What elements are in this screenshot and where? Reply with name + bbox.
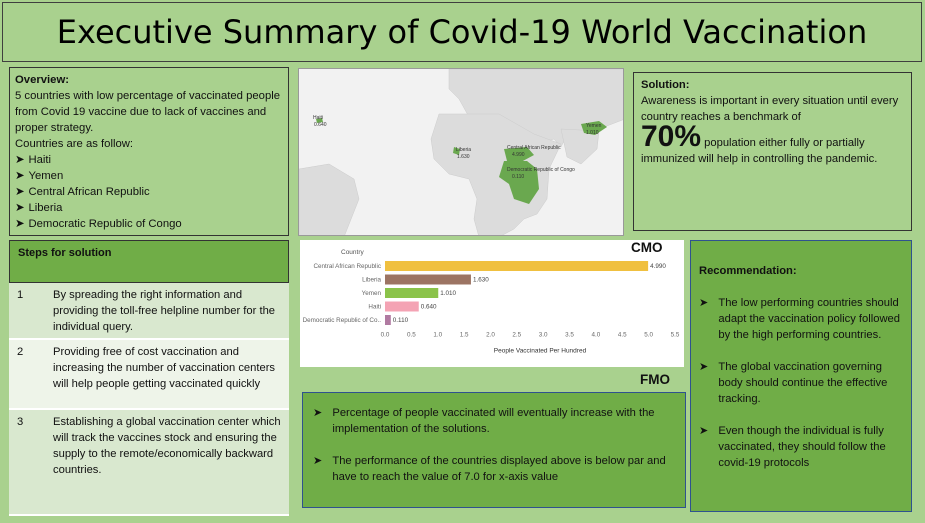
table-row: 1 By spreading the right information and… <box>9 283 289 340</box>
solution-text-3: immunized will help in controlling the p… <box>641 153 878 165</box>
title-banner: Executive Summary of Covid-19 World Vacc… <box>2 2 922 62</box>
table-row: 3 Establishing a global vaccination cent… <box>9 410 289 516</box>
arrow-bullet-icon: ➤ <box>15 186 25 198</box>
list-item: ➤ Yemen <box>15 170 64 182</box>
data-label: 0.640 <box>421 304 437 311</box>
data-label: 1.630 <box>473 277 489 284</box>
tick-label: 5.0 <box>644 332 653 339</box>
chart-svg: Country Central African Republic 4.990 Libe… <box>303 249 680 355</box>
map-value: 1.630 <box>457 154 470 160</box>
fmo-panel: ➤ Percentage of people vaccinated will ev… <box>302 392 686 508</box>
tick-label: 2.0 <box>486 332 495 339</box>
map-svg: Haiti 0.640 Liberia 1.630 Central Africa… <box>299 69 623 235</box>
tick-label: 3.0 <box>539 332 548 339</box>
recommendation-heading: Recommendation: <box>699 265 797 277</box>
arrow-bullet-icon: ➤ <box>313 407 323 419</box>
tick-label: 2.5 <box>512 332 521 339</box>
list-item: ➤ Percentage of people vaccinated will ev… <box>313 407 655 435</box>
bar-chart: Country Central African Republic 4.990 Libe… <box>300 240 684 367</box>
map-label: Haiti <box>313 115 323 121</box>
map-value: 4.990 <box>512 152 525 158</box>
category-label: Yemen <box>362 290 382 297</box>
map-value: 1.010 <box>586 130 599 136</box>
arrow-bullet-icon: ➤ <box>15 170 25 182</box>
table-row: 2 Providing free of cost vaccination and… <box>9 340 289 410</box>
map-label: Yemen <box>586 123 602 129</box>
map-country-drc[interactable] <box>499 161 539 204</box>
tick-label: 4.5 <box>618 332 627 339</box>
list-item: ➤ Even though the individual is fully vac… <box>699 425 886 469</box>
tick-label: 0.5 <box>407 332 416 339</box>
steps-table: Steps for solution 1 By spreading the ri… <box>9 240 289 516</box>
solution-text: Awareness is important in every situatio… <box>641 95 899 123</box>
list-item: ➤ Democratic Republic of Congo <box>15 218 182 230</box>
arrow-bullet-icon: ➤ <box>699 361 709 373</box>
bar <box>385 261 649 271</box>
step-text: By spreading the right information and p… <box>53 289 276 333</box>
fmo-label: FMO <box>640 372 670 387</box>
overview-heading: Overview: <box>15 74 70 86</box>
list-item: ➤ The low performing countries should ada… <box>699 297 900 341</box>
arrow-bullet-icon: ➤ <box>15 154 25 166</box>
benchmark-value: 70% <box>641 120 702 153</box>
map-value: 0.110 <box>512 174 524 180</box>
list-item: ➤ Liberia <box>15 202 63 214</box>
cmo-label: CMO <box>631 240 663 255</box>
category-label: Democratic Republic of Co.. <box>303 317 382 324</box>
legend-title: Country <box>341 249 365 256</box>
step-text: Establishing a global vaccination center… <box>53 416 281 476</box>
map-label: Democratic Republic of Congo <box>507 167 575 173</box>
solution-heading: Solution: <box>641 79 690 91</box>
tick-label: 0.0 <box>381 332 390 339</box>
solution-text-2: population either fully or partially <box>704 137 865 149</box>
tick-label: 3.5 <box>565 332 574 339</box>
bar <box>385 274 471 285</box>
arrow-bullet-icon: ➤ <box>15 218 25 230</box>
map-country-haiti[interactable] <box>316 118 323 123</box>
tick-label: 4.0 <box>592 332 601 339</box>
bar <box>385 315 391 325</box>
recommendation-panel: Recommendation: ➤ The low performing coun… <box>690 240 912 512</box>
data-label: 4.990 <box>650 263 666 270</box>
overview-panel: Overview: 5 countries with low percentag… <box>9 67 289 236</box>
step-number: 2 <box>17 346 24 358</box>
page-title: Executive Summary of Covid-19 World Vacc… <box>56 13 868 51</box>
arrow-bullet-icon: ➤ <box>699 297 709 309</box>
overview-list-intro: Countries are as follow: <box>15 138 134 150</box>
step-number: 1 <box>17 289 24 301</box>
arrow-bullet-icon: ➤ <box>313 455 323 467</box>
tick-label: 1.0 <box>433 332 442 339</box>
map-label: Liberia <box>456 147 471 153</box>
bar <box>385 301 419 312</box>
list-item: ➤ Central African Republic <box>15 186 150 198</box>
list-item: ➤ Haiti <box>15 154 52 166</box>
map-value: 0.640 <box>314 122 327 128</box>
data-label: 0.110 <box>393 317 409 324</box>
list-item: ➤ The performance of the countries displa… <box>313 455 666 483</box>
category-label: Haiti <box>368 304 381 311</box>
tick-label: 1.5 <box>460 332 469 339</box>
step-text: Providing free of cost vaccination and i… <box>53 346 276 390</box>
solution-panel: Solution: Awareness is important in ever… <box>633 72 912 231</box>
bar <box>385 288 439 298</box>
overview-text: 5 countries with low percentage of vacci… <box>15 90 281 134</box>
list-item: ➤ The global vaccination governing body s… <box>699 361 888 405</box>
map-label: Central African Republic <box>507 145 561 151</box>
step-number: 3 <box>17 416 24 428</box>
map-country-car[interactable] <box>504 147 534 162</box>
data-label: 1.010 <box>440 290 456 297</box>
category-label: Central African Republic <box>313 263 381 270</box>
world-map[interactable]: Haiti 0.640 Liberia 1.630 Central Africa… <box>298 68 624 236</box>
arrow-bullet-icon: ➤ <box>15 202 25 214</box>
map-country-yemen[interactable] <box>581 121 607 135</box>
steps-heading: Steps for solution <box>9 240 289 283</box>
category-label: Liberia <box>362 277 381 284</box>
map-country-liberia[interactable] <box>453 147 460 155</box>
arrow-bullet-icon: ➤ <box>699 425 709 437</box>
x-axis-label: People Vaccinated Per Hundred <box>494 348 587 355</box>
tick-label: 5.5 <box>671 332 680 339</box>
